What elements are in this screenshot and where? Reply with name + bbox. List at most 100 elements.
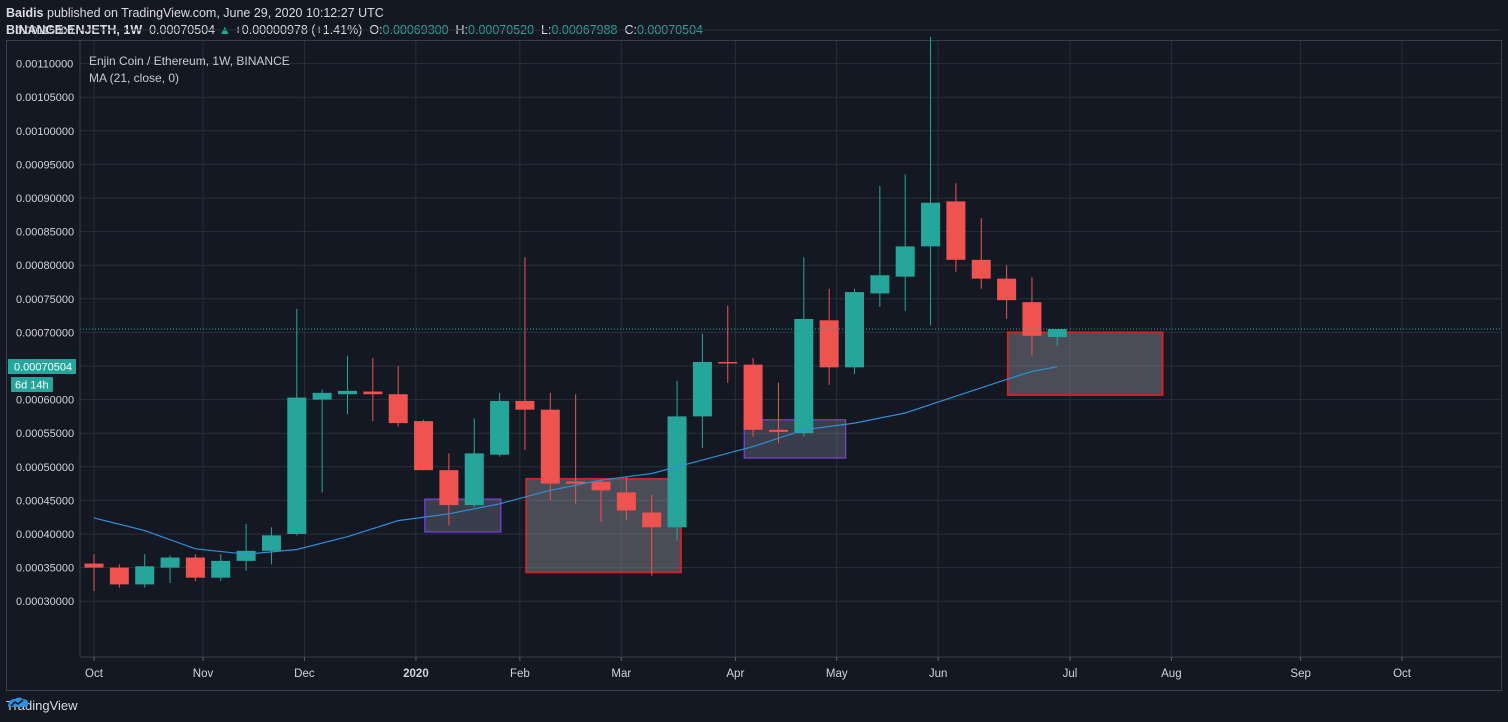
candle-body [718,361,738,364]
chart-legend: Enjin Coin / Ethereum, 1W, BINANCE MA (2… [89,53,290,87]
bear-candle[interactable] [591,480,611,522]
candle-body [895,246,915,277]
bull-candle[interactable] [338,355,357,415]
bear-candle[interactable] [743,357,763,437]
price-tick-label: 0.00085000 [16,227,74,239]
candle-body [566,481,586,484]
bull-candle[interactable] [794,257,814,437]
legend-indicator[interactable]: MA (21, close, 0) [89,71,180,85]
price-tick-label: 0.00035000 [16,563,74,575]
time-tick-label: Aug [1161,668,1181,680]
legend-title[interactable]: Enjin Coin / Ethereum, 1W, BINANCE [89,54,290,68]
moving-average-layer [93,366,1058,555]
bull-candle[interactable] [895,174,915,311]
time-tick-label: Mar [611,668,631,680]
bull-candle[interactable] [312,389,332,493]
candle-body [185,557,205,578]
price-tick-label: 0.00115000 [16,25,73,37]
candle-body [109,567,129,585]
bull-candle[interactable] [1047,329,1067,346]
candle-body [388,394,408,424]
countdown-value: 6d 14h [15,380,49,392]
bull-candle[interactable] [287,308,307,536]
candle-body [997,278,1017,301]
bull-candle[interactable] [236,523,256,571]
candle-body [1022,302,1042,336]
candle-body [287,397,307,534]
bear-candle[interactable] [971,218,991,289]
bear-candle[interactable] [388,366,408,427]
bull-candle[interactable] [667,380,687,541]
candle-body [439,470,459,506]
published-text: published on TradingView.com, June 29, 2… [47,6,384,20]
bear-candle[interactable] [616,476,636,521]
candle-body [160,557,180,568]
time-tick-label: Sep [1290,668,1310,680]
price-tick-label: 0.00045000 [16,495,74,507]
price-tick-label: 0.00070000 [16,327,74,339]
candle-body [768,429,788,432]
time-tick-label: Jun [929,668,948,680]
candle-body [743,364,763,430]
bear-candle[interactable] [540,392,560,501]
candles [84,36,1067,592]
author-name[interactable]: Baidis [6,6,44,20]
time-tick-label: Oct [1393,668,1412,680]
bear-candle[interactable] [515,257,535,450]
price-tick-label: 0.00110000 [16,59,73,71]
bull-candle[interactable] [845,288,864,375]
bear-candle[interactable] [109,564,129,588]
bull-candle[interactable] [490,392,510,457]
bear-candle[interactable] [946,183,966,272]
bull-candle[interactable] [921,36,941,326]
candle-body [845,292,864,368]
bear-candle[interactable] [363,357,383,422]
last-price-tag: 0.00070504 6d 14h [8,359,76,392]
red-zone-box[interactable] [1006,331,1164,396]
bear-candle[interactable] [997,265,1017,319]
candle-body [261,535,281,551]
candle-body [211,560,231,578]
bull-candle[interactable] [160,555,180,584]
annotation-boxes [424,331,1164,574]
price-tick-label: 0.00050000 [16,462,74,474]
candle-body [591,481,611,491]
bull-candle[interactable] [261,527,281,565]
candle-body [1047,329,1067,338]
bear-candle[interactable] [1022,277,1042,356]
symbol-label[interactable]: BINANCE:ENJETH, 1W [6,23,143,37]
grid-lines [80,29,1501,657]
chart-frame [6,40,1502,691]
time-tick-label: Nov [193,668,214,680]
candle-body [338,390,357,395]
bear-candle[interactable] [414,419,434,471]
price-axis: 0.00115000 0.00110000 0.00105000 0.00100000… [16,25,81,657]
price-tick-label: 0.00080000 [16,260,74,272]
bull-candle[interactable] [135,554,155,588]
bull-candle[interactable] [211,554,231,582]
candle-body [667,416,687,528]
bull-candle[interactable] [692,333,712,448]
bear-candle[interactable] [84,554,104,592]
price-tick-label: 0.00030000 [16,596,74,608]
price-tick-label: 0.00090000 [16,193,74,205]
time-axis: Oct Nov Dec 2020 Feb Mar Apr May Jun Jul Aug Sep Oct [80,656,1501,680]
bear-candle[interactable] [718,305,738,383]
candle-body [971,259,991,279]
bull-candle[interactable] [870,185,890,307]
bear-candle[interactable] [768,382,788,444]
candle-body [490,400,510,455]
bull-candle[interactable] [464,418,484,508]
tradingview-footer[interactable]: TradingView [6,695,78,715]
bear-candle[interactable] [819,288,839,385]
time-tick-label: Jul [1063,668,1078,680]
price-tick-label: 0.00105000 [16,92,74,104]
bear-candle[interactable] [185,554,205,582]
time-tick-label: Feb [510,668,530,680]
candle-body [870,275,890,294]
publish-info: Baidis published on TradingView.com, Jun… [6,6,384,20]
bear-candle[interactable] [642,495,662,576]
candle-body [312,392,332,400]
countdown-box [11,377,53,392]
